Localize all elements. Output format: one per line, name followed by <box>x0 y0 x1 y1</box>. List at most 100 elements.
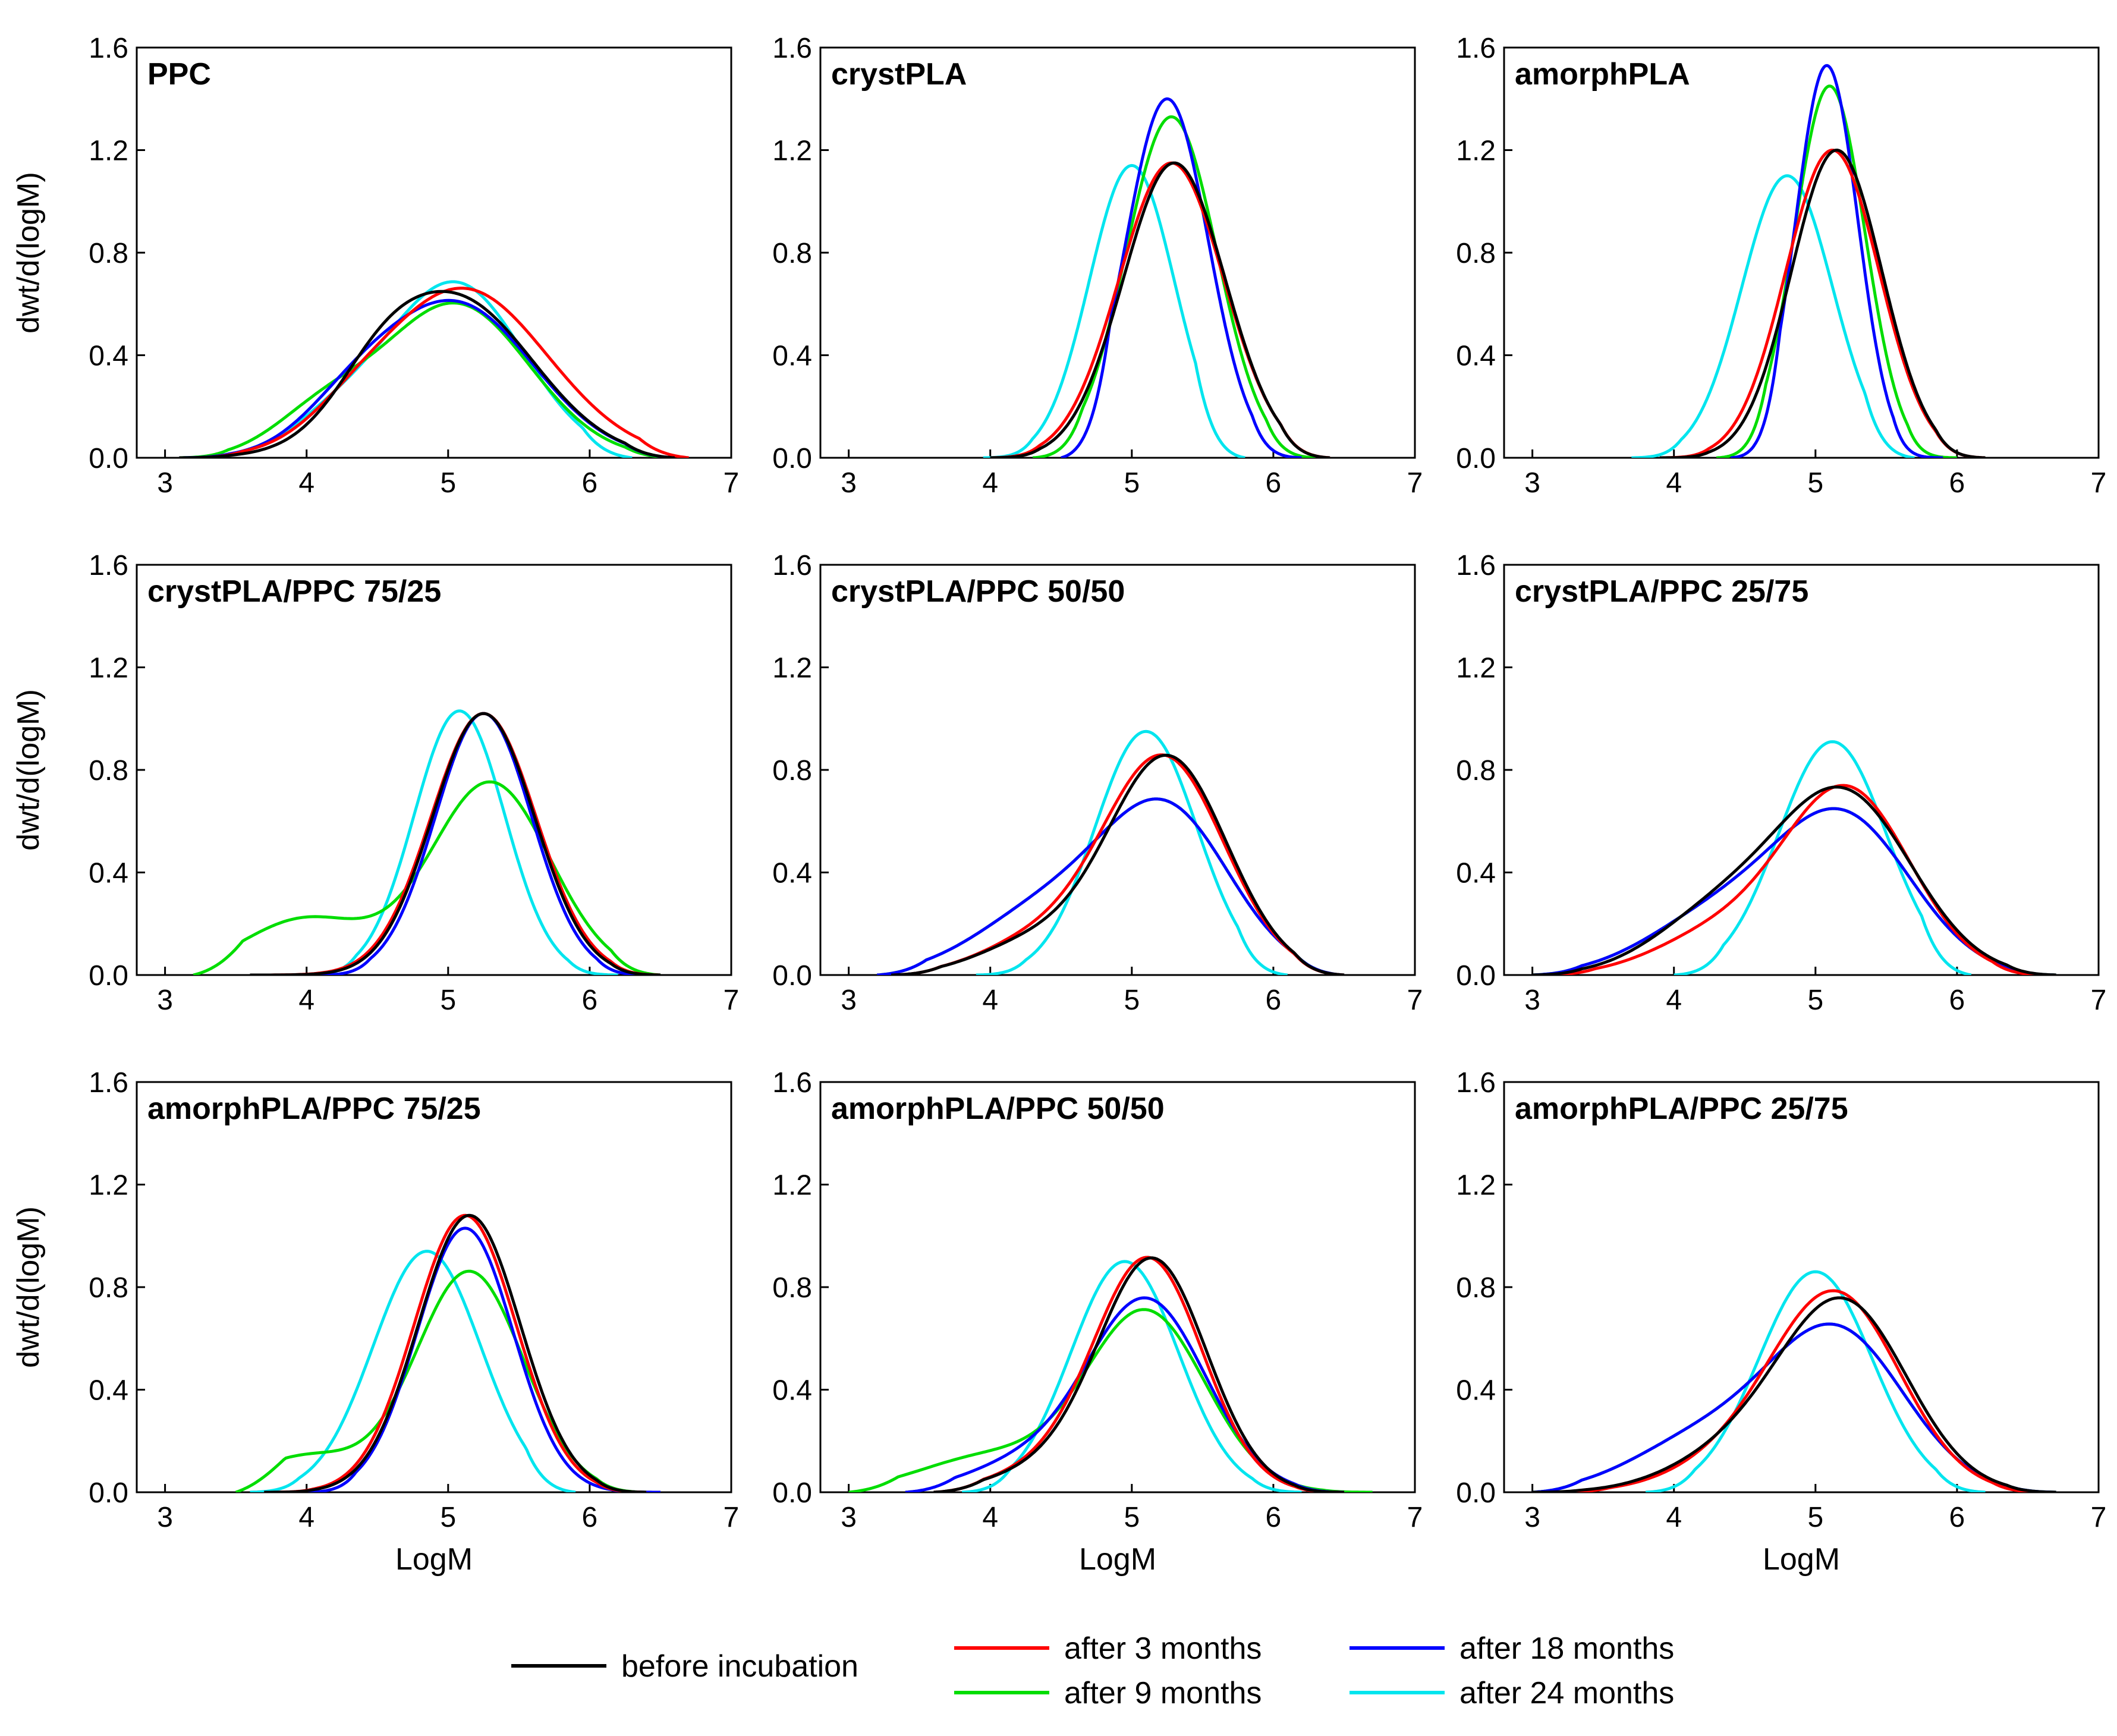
x-tick-label: 6 <box>1949 467 1965 499</box>
y-tick-label: 1.2 <box>1456 136 1496 167</box>
series-line-after-24-months <box>250 1250 576 1492</box>
y-tick-label: 0.0 <box>1456 443 1496 474</box>
y-tick-label: 0.4 <box>89 858 128 889</box>
series-line-after-9-months <box>235 1269 647 1492</box>
x-tick-label: 4 <box>982 467 998 499</box>
y-axis-title: dwt/d(logM) <box>11 1206 46 1368</box>
series-line-after-9-months <box>1716 84 1958 458</box>
x-tick-label: 3 <box>1524 467 1540 499</box>
series-line-before-incubation <box>1532 1296 2056 1492</box>
panel-6: 3 4 5 6 7 0.0 0.4 0.8 1.2 1.6 crystPLA/PPC 25/75 <box>1456 550 2106 1016</box>
x-tick-label: 6 <box>1949 985 1965 1016</box>
y-tick-label: 0.4 <box>772 341 812 372</box>
y-tick-label: 1.2 <box>772 1170 812 1202</box>
y-tick-label: 0.4 <box>1456 341 1496 372</box>
plot-frame <box>136 46 732 459</box>
x-tick-label: 4 <box>1666 985 1682 1016</box>
y-tick-label: 1.2 <box>89 136 128 167</box>
x-axis-title: LogM <box>1763 1542 1840 1577</box>
x-tick-label: 6 <box>582 1502 598 1533</box>
series-line-before-incubation <box>179 290 675 458</box>
x-tick-label: 5 <box>1124 467 1140 499</box>
panel-title: amorphPLA/PPC 75/25 <box>147 1092 481 1126</box>
y-tick-label: 1.6 <box>772 1067 812 1099</box>
x-axis-title: LogM <box>1079 1542 1156 1577</box>
y-tick-label: 1.2 <box>89 1170 128 1202</box>
panel-title: amorphPLA <box>1515 57 1690 92</box>
y-tick-label: 0.0 <box>89 960 128 992</box>
y-tick-label: 0.8 <box>772 755 812 787</box>
legend-label-before-incubation: before incubation <box>621 1649 858 1684</box>
y-tick-label: 0.4 <box>772 858 812 889</box>
legend-label-after-18-months: after 18 months <box>1459 1631 1674 1666</box>
series-line-after-9-months <box>193 780 661 975</box>
x-tick-label: 5 <box>1124 1502 1140 1533</box>
x-axis-title: LogM <box>395 1542 473 1577</box>
y-tick-label: 1.6 <box>89 550 128 581</box>
x-tick-label: 7 <box>2091 1502 2107 1533</box>
y-tick-label: 0.4 <box>1456 858 1496 889</box>
panel-5: 3 4 5 6 7 0.0 0.4 0.8 1.2 1.6 crystPLA/PPC 50/50 <box>772 550 1423 1016</box>
y-tick-label: 0.0 <box>89 443 128 474</box>
y-tick-label: 1.2 <box>1456 653 1496 684</box>
series-line-before-incubation <box>250 712 661 975</box>
y-tick-label: 1.2 <box>89 653 128 684</box>
x-tick-label: 6 <box>1266 467 1282 499</box>
plot-frame <box>1503 46 2100 459</box>
plot-frame <box>1503 564 2100 976</box>
plot-frame <box>136 1081 732 1493</box>
x-tick-label: 7 <box>724 1502 740 1533</box>
panel-2: 3 4 5 6 7 0.0 0.4 0.8 1.2 1.6 crystPLA <box>772 33 1423 499</box>
plot-frame <box>819 46 1416 459</box>
series-line-after-9-months <box>1532 1322 2056 1492</box>
x-tick-label: 3 <box>1524 1502 1540 1533</box>
x-tick-label: 7 <box>1407 1502 1423 1533</box>
series-line-after-3-months <box>891 753 1345 975</box>
panel-title: crystPLA/PPC 25/75 <box>1515 574 1808 609</box>
y-axis-title: dwt/d(logM) <box>11 172 46 334</box>
y-tick-label: 0.0 <box>772 443 812 474</box>
series-line-after-24-months <box>1674 740 1972 975</box>
x-tick-label: 3 <box>841 985 857 1016</box>
legend: before incubation after 3 months after 9 m… <box>511 1631 1674 1710</box>
series-line-after-24-months <box>193 280 633 458</box>
plot-frame <box>136 564 732 976</box>
y-tick-label: 0.4 <box>772 1375 812 1407</box>
y-tick-label: 1.2 <box>772 653 812 684</box>
y-tick-label: 0.0 <box>89 1477 128 1509</box>
series-line-after-3-months <box>933 1256 1344 1492</box>
x-tick-label: 3 <box>157 985 173 1016</box>
series-line-after-18-months <box>306 1226 660 1492</box>
y-tick-label: 0.8 <box>1456 1272 1496 1304</box>
y-tick-label: 0.4 <box>89 1375 128 1407</box>
series-line-after-3-months <box>264 1213 647 1492</box>
x-tick-label: 5 <box>440 1502 456 1533</box>
y-tick-label: 1.6 <box>772 550 812 581</box>
y-tick-label: 1.6 <box>89 33 128 64</box>
x-tick-label: 4 <box>1666 467 1682 499</box>
x-tick-label: 3 <box>841 1502 857 1533</box>
x-tick-label: 3 <box>157 1502 173 1533</box>
x-tick-label: 6 <box>582 985 598 1016</box>
y-tick-label: 1.2 <box>772 136 812 167</box>
y-tick-label: 0.8 <box>89 755 128 787</box>
series-line-after-9-months <box>179 301 675 458</box>
y-tick-label: 1.6 <box>1456 1067 1496 1099</box>
panel-8: 3 4 5 6 7 0.0 0.4 0.8 1.2 1.6 amorphPLA/PPC 50/50 L… <box>772 1067 1423 1577</box>
x-tick-label: 7 <box>724 985 740 1016</box>
x-tick-label: 5 <box>1807 985 1823 1016</box>
y-axis-title: dwt/d(logM) <box>11 689 46 851</box>
x-tick-label: 7 <box>1407 985 1423 1016</box>
y-tick-label: 0.0 <box>772 960 812 992</box>
y-tick-label: 0.0 <box>1456 960 1496 992</box>
panel-title: crystPLA/PPC 50/50 <box>831 574 1125 609</box>
y-tick-label: 0.8 <box>772 1272 812 1304</box>
series-line-after-24-months <box>976 729 1288 975</box>
series-line-before-incubation <box>1532 785 2056 975</box>
series-line-after-3-months <box>990 161 1330 458</box>
y-tick-label: 0.4 <box>1456 1375 1496 1407</box>
x-tick-label: 7 <box>724 467 740 499</box>
series-line-after-18-months <box>1532 1322 2056 1492</box>
x-tick-label: 4 <box>298 1502 314 1533</box>
